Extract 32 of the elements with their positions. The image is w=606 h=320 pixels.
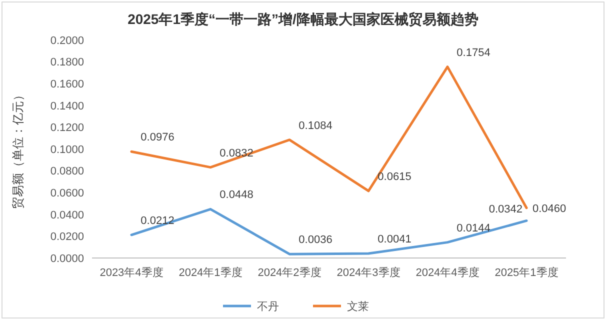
legend-label: 不丹 xyxy=(257,300,279,313)
y-tick-label: 0.0200 xyxy=(50,231,84,244)
y-tick-label: 0.1000 xyxy=(50,144,84,156)
y-axis-title: 贸易额（单位：亿元） xyxy=(11,89,25,209)
data-label: 0.1754 xyxy=(456,46,490,59)
y-tick-label: 0.0600 xyxy=(50,187,84,200)
x-tick-label: 2024年1季度 xyxy=(178,266,242,279)
data-label: 0.1084 xyxy=(298,120,332,132)
x-tick-label: 2025年1季度 xyxy=(494,266,558,279)
data-label: 0.0460 xyxy=(532,202,566,215)
data-label: 0.0036 xyxy=(298,234,332,246)
data-label: 0.0448 xyxy=(220,189,254,202)
y-tick-label: 0.1400 xyxy=(50,100,84,112)
data-label: 0.0041 xyxy=(378,234,412,246)
x-tick-label: 2023年4季度 xyxy=(100,266,164,279)
data-label: 0.0212 xyxy=(140,214,174,227)
legend-label: 文莱 xyxy=(347,300,369,313)
y-tick-label: 0.0000 xyxy=(50,252,84,265)
x-tick-label: 2024年2季度 xyxy=(258,266,322,279)
y-tick-label: 0.0400 xyxy=(50,209,84,222)
y-tick-label: 0.2000 xyxy=(50,34,84,47)
y-tick-label: 0.1800 xyxy=(50,56,84,69)
y-tick-label: 0.1600 xyxy=(50,78,84,90)
data-label: 0.0144 xyxy=(456,222,490,234)
data-label: 0.0976 xyxy=(140,132,174,144)
data-label: 0.0342 xyxy=(488,204,522,216)
y-tick-label: 0.1200 xyxy=(50,122,84,134)
data-label: 0.0615 xyxy=(378,170,412,183)
chart-title: 2025年1季度“一带一路”增/降幅最大国家医械贸易额趋势 xyxy=(128,11,478,27)
x-tick-label: 2024年4季度 xyxy=(416,266,480,279)
y-tick-label: 0.0800 xyxy=(50,166,84,178)
x-tick-label: 2024年3季度 xyxy=(336,266,400,279)
